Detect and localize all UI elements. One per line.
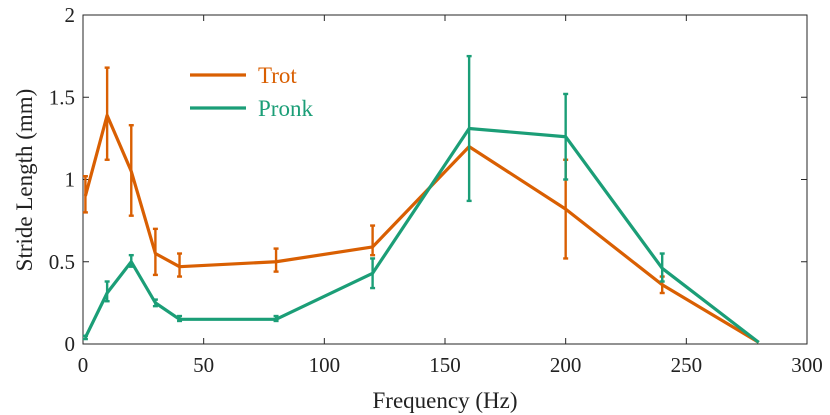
x-tick-label: 50 — [193, 353, 214, 377]
legend: Trot Pronk — [190, 63, 313, 121]
y-tick-label: 1 — [65, 168, 76, 192]
y-axis-label: Stride Length (mm) — [12, 89, 37, 272]
x-tick-label: 100 — [309, 353, 341, 377]
legend-label-trot: Trot — [258, 63, 297, 88]
series-pronk — [82, 54, 760, 344]
y-tick-labels: 0 0.5 1 1.5 2 — [49, 3, 75, 356]
series-line-pronk — [83, 126, 760, 344]
series-group — [82, 54, 760, 344]
x-axis-label: Frequency (Hz) — [373, 388, 518, 413]
x-tick-label: 0 — [78, 353, 89, 377]
y-tick-label: 1.5 — [49, 85, 75, 109]
y-tick-label: 0 — [65, 332, 76, 356]
y-tick-label: 2 — [65, 3, 76, 27]
x-tick-label: 300 — [791, 353, 823, 377]
x-tick-labels: 0 50 100 150 200 250 300 — [78, 353, 823, 377]
series-trot — [82, 66, 760, 344]
x-tick-label: 150 — [429, 353, 461, 377]
tick-marks — [82, 14, 808, 345]
x-tick-label: 200 — [550, 353, 582, 377]
legend-label-pronk: Pronk — [258, 96, 313, 121]
x-tick-label: 250 — [671, 353, 703, 377]
series-line-trot — [83, 113, 760, 344]
y-tick-label: 0.5 — [49, 250, 75, 274]
